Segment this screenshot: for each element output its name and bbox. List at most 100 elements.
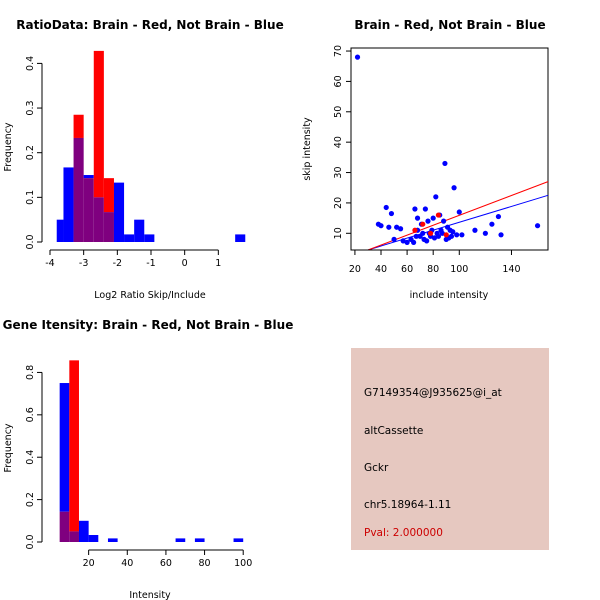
scatter-point-blue xyxy=(442,160,448,167)
histogram-bar-top-2 xyxy=(73,114,84,138)
scatter-point-blue xyxy=(489,221,495,227)
ratio-histogram-panel: RatioData: Brain - Red, Not Brain - Blue… xyxy=(3,18,284,301)
histogram-bar-top-10 xyxy=(235,234,246,242)
x-tick-label: 60 xyxy=(401,264,413,275)
y-tick-label: 40 xyxy=(333,136,344,148)
x-tick-label: 80 xyxy=(427,264,439,275)
scatter-point-blue xyxy=(439,230,445,236)
histogram-bar-top-3 xyxy=(88,535,99,542)
histogram-bar-overlap-5 xyxy=(103,212,114,242)
scatter-point-blue xyxy=(400,238,406,244)
x-tick-label: 20 xyxy=(349,264,361,275)
histogram-bar-top-4 xyxy=(93,50,104,198)
scatter-point-blue xyxy=(378,223,384,229)
scatter-axes: 20 40 60 80 100 140 10 20 30 40 50 60 70 xyxy=(333,45,521,275)
y-tick-label: 50 xyxy=(333,106,344,118)
ratio-histogram-axes: -4 -3 -2 -1 0 1 0.0 0.1 0.2 0.3 0.4 xyxy=(25,56,221,269)
intensity-histogram-bars xyxy=(59,360,244,542)
histogram-bar-top-0 xyxy=(59,383,70,512)
scatter-point-blue xyxy=(433,194,439,200)
intensity-histogram-panel: Gene Itensity: Brain - Red, Not Brain - … xyxy=(3,318,294,600)
x-tick-label: -2 xyxy=(113,258,122,269)
scatter-point-blue xyxy=(422,206,428,212)
scatter-point-blue xyxy=(391,236,397,242)
scatter-points xyxy=(354,54,541,246)
histogram-bar-top-7 xyxy=(233,538,244,542)
scatter-point-blue xyxy=(451,185,457,191)
scatter-point-red xyxy=(443,232,449,238)
histogram-bar-top-2 xyxy=(78,520,89,542)
y-tick-label: 10 xyxy=(333,227,344,239)
ratio-histogram-xlabel: Log2 Ratio Skip/Include xyxy=(94,290,206,301)
scatter-point-red xyxy=(435,212,442,218)
scatter-point-blue xyxy=(424,238,430,244)
y-tick-label: 60 xyxy=(333,75,344,87)
histogram-bar-top-5 xyxy=(175,538,186,542)
scatter-fit-lines xyxy=(367,181,549,251)
ratio-histogram-title: RatioData: Brain - Red, Not Brain - Blue xyxy=(16,18,283,32)
scatter-point-blue xyxy=(386,224,392,230)
histogram-bar-top-0 xyxy=(56,219,64,242)
y-tick-label: 30 xyxy=(333,166,344,178)
scatter-point-blue xyxy=(425,218,431,224)
y-tick-label: 0.0 xyxy=(25,534,36,549)
x-tick-label: 60 xyxy=(160,558,172,569)
scatter-point-blue xyxy=(394,224,400,230)
scatter-point-red xyxy=(412,227,418,233)
scatter-point-blue xyxy=(472,227,478,233)
scatter-point-blue xyxy=(448,233,455,239)
y-tick-label: 20 xyxy=(333,197,344,209)
scatter-point-blue xyxy=(397,226,404,232)
histogram-bar-overlap-4 xyxy=(93,197,104,242)
intensity-histogram-title: Gene Itensity: Brain - Red, Not Brain - … xyxy=(3,318,294,332)
probe-id-text: G7149354@J935625@i_at xyxy=(364,387,502,399)
event-type-text: altCassette xyxy=(364,425,423,437)
scatter-point-blue xyxy=(534,223,541,229)
histogram-bar-top-7 xyxy=(124,234,135,242)
scatter-point-red xyxy=(427,230,434,236)
x-tick-label: 1 xyxy=(215,258,221,269)
intensity-histogram-ylabel: Frequency xyxy=(3,423,14,472)
x-tick-label: 100 xyxy=(450,264,468,275)
y-tick-label: 0.0 xyxy=(25,234,36,249)
scatter-panel: Brain - Red, Not Brain - Blue 20 40 60 80 10… xyxy=(302,18,549,301)
scatter-point-blue xyxy=(412,206,418,212)
scatter-point-blue xyxy=(431,235,438,241)
histogram-bar-top-1 xyxy=(69,360,79,532)
histogram-bar-overlap-0 xyxy=(59,511,70,542)
y-tick-label: 0.2 xyxy=(25,145,36,160)
scatter-point-blue xyxy=(441,218,447,224)
location-text: chr5.18964-1.11 xyxy=(364,499,451,511)
scatter-title: Brain - Red, Not Brain - Blue xyxy=(354,18,545,32)
ratio-histogram-bars xyxy=(56,50,246,242)
scatter-point-blue xyxy=(456,209,462,215)
scatter-ylabel: skip intensity xyxy=(302,117,313,181)
y-tick-label: 0.4 xyxy=(25,450,36,465)
pval-text: Pval: 2.000000 xyxy=(364,527,443,539)
scatter-point-blue xyxy=(430,215,436,221)
y-tick-label: 0.2 xyxy=(25,492,36,507)
scatter-point-blue xyxy=(435,233,442,239)
y-tick-label: 0.4 xyxy=(25,56,36,71)
histogram-bar-top-8 xyxy=(134,219,145,242)
scatter-point-blue xyxy=(495,213,502,220)
x-tick-label: 80 xyxy=(199,558,211,569)
scatter-point-blue xyxy=(388,210,395,217)
fit-line-red xyxy=(367,181,549,251)
scatter-point-red xyxy=(420,221,426,227)
scatter-xlabel: include intensity xyxy=(410,290,489,301)
x-tick-label: 20 xyxy=(83,558,95,569)
x-tick-label: -4 xyxy=(45,258,54,269)
scatter-point-blue xyxy=(450,229,456,235)
y-tick-label: 0.3 xyxy=(25,100,36,115)
scatter-point-blue xyxy=(414,215,421,221)
gene-name-text: Gckr xyxy=(364,462,389,474)
intensity-histogram-axes: 20 40 60 80 100 0.0 0.2 0.4 0.6 0.8 xyxy=(25,365,252,569)
scatter-point-blue xyxy=(413,233,419,239)
fit-line-blue xyxy=(367,194,549,251)
scatter-point-blue xyxy=(383,204,389,211)
y-tick-label: 0.6 xyxy=(25,407,36,422)
histogram-bar-overlap-2 xyxy=(73,137,84,242)
x-tick-label: 140 xyxy=(502,264,520,275)
